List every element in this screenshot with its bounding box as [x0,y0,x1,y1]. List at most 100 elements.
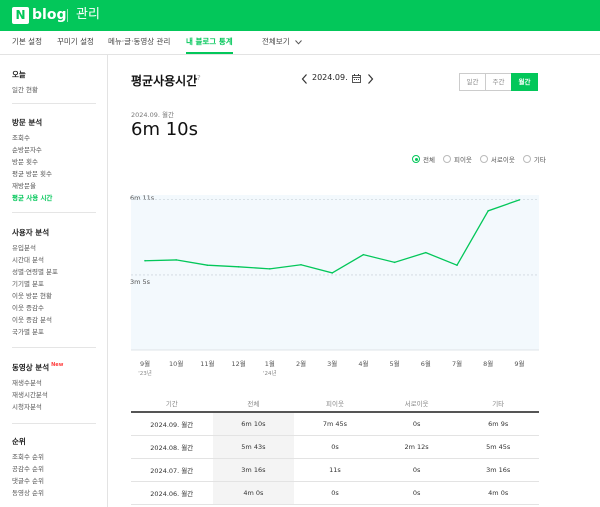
data-point[interactable] [362,253,365,256]
filter-neighbor[interactable]: 피이웃 [442,154,472,164]
blog-logo-text[interactable]: blog [32,7,67,23]
x-tick-label: 3월 [327,360,338,368]
data-point[interactable] [269,268,271,270]
period-monthly-button[interactable]: 월간 [511,73,538,91]
cell-period: 2024.08. 월간 [131,435,213,459]
sidebar-item-unique-visitors[interactable]: 순방문자수 [12,146,42,154]
col-header-period: 기간 [131,395,213,413]
nav-design-settings[interactable]: 꾸미기 설정 [57,37,94,46]
sidebar-group-today: 오늘 [12,70,26,79]
naver-logo[interactable]: N [12,7,29,24]
col-header-other: 기타 [457,395,539,413]
x-tick-label: 11월 [200,360,215,368]
sidebar-item-neighbor-change[interactable]: 이웃 증감수 [12,304,44,312]
data-point[interactable] [206,264,209,266]
sidebar-item-country[interactable]: 국가별 분포 [12,328,44,336]
calendar-icon[interactable] [352,74,361,83]
x-tick-label: 9월 [139,360,151,368]
radio-icon [442,155,451,163]
sidebar-item-device[interactable]: 기기별 분포 [12,280,44,288]
nav-view-all[interactable]: 전체보기 [262,31,302,54]
data-point[interactable] [175,259,177,261]
sidebar-item-visit-count[interactable]: 방문 횟수 [12,158,38,166]
data-point[interactable] [237,266,240,268]
nav-content-manage[interactable]: 메뉴·글·동영상 관리 [108,37,171,46]
filter-other[interactable]: 기타 [522,154,546,164]
sidebar-group-visit: 방문 분석 [12,118,43,127]
period-daily-button[interactable]: 일간 [459,73,486,91]
section-title[interactable]: 관리 [76,7,100,22]
cell-other: 6m 9s [457,412,539,436]
x-tick-label: 8월 [483,360,494,368]
sidebar: 오늘 일간 현황 방문 분석 조회수 순방문자수 방문 횟수 평균 방문 횟수 … [0,55,108,507]
current-date[interactable]: 2024.09. [312,73,348,82]
data-point[interactable] [331,272,333,274]
sidebar-item-avg-usage-time[interactable]: 평균 사용 시간 [12,194,53,202]
sidebar-item-time-analysis[interactable]: 시간대 분석 [12,256,44,264]
main-content: 평균사용시간 ? 2024.09. 일간 주간 월간 2024.09. 월간 6… [109,55,600,507]
sidebar-item-inflow[interactable]: 유입분석 [12,244,36,252]
sidebar-item-gender-age[interactable]: 성별·연령별 분포 [12,268,58,276]
sidebar-item-like-rank[interactable]: 공감수 순위 [12,465,44,473]
nav-view-all-label: 전체보기 [262,37,290,46]
cell-neighbor: 0s [294,435,376,459]
sidebar-item-play-count[interactable]: 재생수분석 [12,379,42,387]
x-year-label: '23년 [138,371,152,377]
radio-selected-icon [412,155,420,163]
sidebar-item-avg-visit-count[interactable]: 평균 방문 횟수 [12,170,53,178]
sidebar-divider [12,212,96,213]
sidebar-item-view-rank[interactable]: 조회수 순위 [12,453,44,461]
sidebar-item-comment-rank[interactable]: 댓글수 순위 [12,477,44,485]
nav-basic-settings[interactable]: 기본 설정 [12,37,42,46]
cell-period: 2024.06. 월간 [131,481,213,505]
x-tick-label: 12월 [231,360,246,368]
filter-mutual-label: 서로이웃 [490,156,515,164]
table-row: 2024.07. 월간 3m 16s 11s 0s 3m 16s [131,458,539,482]
period-selector: 일간 주간 월간 [459,73,538,91]
cell-other: 3m 16s [457,458,539,482]
filter-all-label: 전체 [423,156,435,164]
cell-neighbor: 11s [294,458,376,482]
nav-blog-stats[interactable]: 내 블로그 통계 [186,31,233,54]
sidebar-item-viewers[interactable]: 시청자분석 [12,403,42,411]
help-icon[interactable]: ? [197,74,201,82]
cell-all: 5m 43s [212,435,295,459]
data-point[interactable] [487,210,490,212]
sidebar-item-revisit-rate[interactable]: 재방문율 [12,182,36,190]
sidebar-item-views[interactable]: 조회수 [12,134,30,142]
sidebar-divider [12,423,96,424]
table-row: 2024.06. 월간 4m 0s 0s 0s 4m 0s [131,481,539,505]
logo-divider [67,9,68,22]
sidebar-item-daily-status[interactable]: 일간 현황 [12,86,38,94]
sidebar-item-play-time[interactable]: 재생시간분석 [12,391,48,399]
data-point[interactable] [456,264,458,266]
filter-mutual-neighbor[interactable]: 서로이웃 [479,154,515,164]
data-point[interactable] [393,261,396,264]
data-point[interactable] [144,259,146,262]
period-weekly-button[interactable]: 주간 [485,73,512,91]
data-point[interactable] [425,251,427,254]
data-table: 기간 전체 피이웃 서로이웃 기타 2024.09. 월간 6m 10s 7m … [131,395,539,505]
sidebar-item-neighbor-visit[interactable]: 이웃 방문 현황 [12,292,53,300]
next-arrow-icon[interactable] [367,74,374,84]
filter-all[interactable]: 전체 [412,154,435,164]
data-point[interactable] [518,199,521,201]
cell-all: 4m 0s [212,481,295,505]
filter-neighbor-label: 피이웃 [453,156,472,164]
series-line [144,199,520,274]
table-header-row: 기간 전체 피이웃 서로이웃 기타 [131,395,539,413]
cell-other: 5m 45s [457,435,539,459]
prev-arrow-icon[interactable] [301,74,308,84]
col-header-all: 전체 [212,395,295,413]
radio-icon [522,155,531,163]
cell-neighbor: 7m 45s [294,412,376,436]
data-point[interactable] [300,263,302,266]
cell-other: 4m 0s [457,481,539,505]
cell-mutual: 0s [375,458,458,482]
col-header-neighbor: 피이웃 [294,395,376,413]
x-tick-label: 10월 [169,360,184,368]
sidebar-item-neighbor-analysis[interactable]: 이웃 증감 분석 [12,316,53,324]
new-badge: New [51,362,64,368]
x-tick-label: 4월 [358,360,369,368]
sidebar-item-video-rank[interactable]: 동영상 순위 [12,489,44,497]
